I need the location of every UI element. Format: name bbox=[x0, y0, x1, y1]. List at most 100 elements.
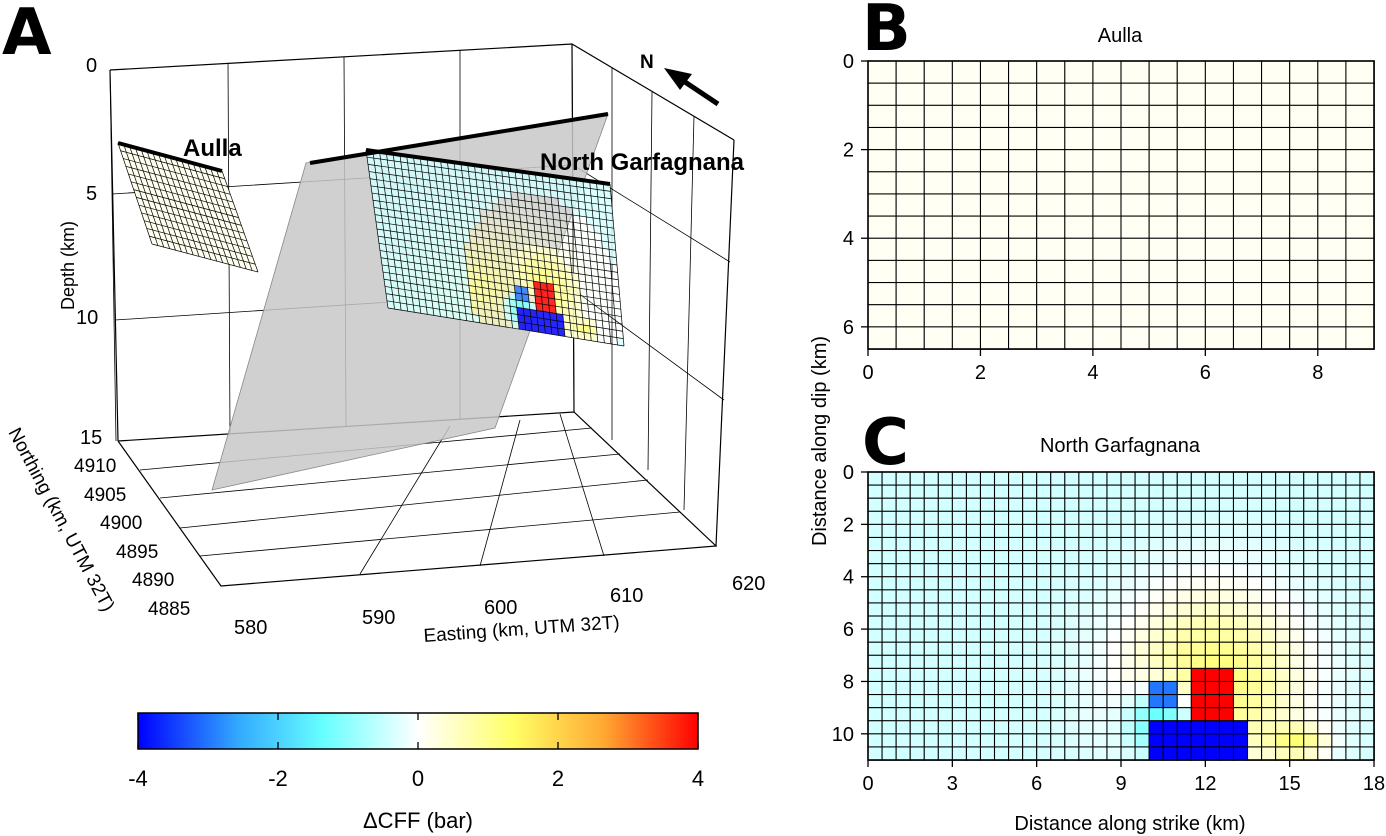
mesh-line bbox=[141, 212, 248, 242]
ng-fault-cell bbox=[524, 315, 532, 324]
ng-fault-cell bbox=[449, 175, 457, 185]
ng-fault-cell bbox=[381, 257, 389, 266]
ng-fault-cell bbox=[391, 287, 400, 296]
heatmap-cell bbox=[1204, 602, 1221, 617]
heatmap-cell bbox=[1162, 693, 1178, 709]
heatmap-cell bbox=[1289, 171, 1319, 195]
ng-fault-cell bbox=[427, 264, 435, 274]
heatmap-cell bbox=[1050, 589, 1066, 604]
heatmap-cell bbox=[937, 628, 954, 643]
heatmap-cell bbox=[1359, 549, 1375, 565]
heatmap-cell bbox=[1008, 680, 1024, 696]
heatmap-cell bbox=[993, 563, 1010, 578]
colorbar-tick-label: 2 bbox=[552, 766, 564, 791]
heatmap-cell bbox=[993, 680, 1010, 696]
mesh-line bbox=[198, 164, 235, 266]
heatmap-cell bbox=[1036, 589, 1052, 604]
ng-fault-cell bbox=[547, 290, 555, 299]
ng-fault-cell bbox=[564, 264, 572, 273]
heatmap-cell bbox=[1120, 484, 1136, 499]
heatmap-cell bbox=[1064, 654, 1080, 670]
mesh-line bbox=[204, 166, 241, 268]
heatmap-cell bbox=[881, 510, 897, 526]
heatmap-cell bbox=[1106, 693, 1122, 709]
ng-fault-cell bbox=[419, 306, 428, 315]
heatmap-cell bbox=[1176, 259, 1207, 284]
heatmap-cell bbox=[1246, 641, 1263, 657]
heatmap-cell bbox=[1303, 576, 1319, 591]
heatmap-cell bbox=[1190, 589, 1207, 604]
heatmap-cell bbox=[895, 304, 925, 328]
ng-fault-cell bbox=[491, 196, 499, 205]
heatmap-cell bbox=[1204, 281, 1235, 306]
heatmap-cell bbox=[1289, 549, 1305, 565]
heatmap-cell bbox=[1345, 215, 1375, 239]
heatmap-cell bbox=[1148, 746, 1164, 761]
heatmap-cell bbox=[867, 304, 897, 328]
heatmap-cell bbox=[993, 484, 1010, 499]
heatmap-cell bbox=[937, 720, 954, 735]
heatmap-cell bbox=[909, 497, 925, 513]
heatmap-cell bbox=[1162, 484, 1178, 499]
heatmap-cell bbox=[1275, 589, 1291, 604]
heatmap-cell bbox=[1232, 720, 1249, 735]
ng-fault-cell bbox=[392, 245, 400, 254]
heatmap-cell bbox=[895, 104, 925, 129]
ng-fault-cell bbox=[551, 269, 560, 278]
heatmap-cell bbox=[1345, 259, 1375, 284]
ng-fault-cell bbox=[529, 244, 537, 253]
heatmap-cell bbox=[1204, 615, 1221, 630]
heatmap-cell bbox=[1120, 746, 1136, 761]
heatmap-cell bbox=[1331, 733, 1347, 748]
mesh-line bbox=[376, 228, 618, 266]
heatmap-cell bbox=[1345, 536, 1361, 552]
northing-axis: 4910 4905 4900 4895 4890 4885 Northing (… bbox=[4, 424, 191, 620]
mesh-line bbox=[371, 192, 614, 229]
ng-fault-cell bbox=[387, 160, 396, 169]
heatmap-cell bbox=[1148, 680, 1164, 696]
heatmap-cell bbox=[1317, 563, 1333, 578]
ng-fault-cell bbox=[373, 158, 382, 167]
mesh-line bbox=[378, 243, 619, 281]
heatmap-cell bbox=[1345, 628, 1361, 643]
heatmap-cell bbox=[1162, 720, 1178, 735]
heatmap-cell bbox=[1176, 680, 1193, 696]
heatmap-cell bbox=[1176, 510, 1193, 526]
heatmap-cell bbox=[1078, 628, 1094, 643]
heatmap-cell bbox=[1303, 497, 1319, 513]
y-tick-label: 10 bbox=[832, 724, 854, 746]
heatmap-cell bbox=[1064, 707, 1080, 722]
ng-fault-cell bbox=[427, 165, 436, 174]
ng-fault-cell bbox=[538, 324, 546, 334]
heatmap-cell bbox=[1008, 104, 1038, 129]
ng-fault-cell bbox=[437, 294, 446, 304]
heatmap-cell bbox=[937, 549, 954, 565]
heatmap-cell bbox=[1050, 563, 1066, 578]
heatmap-cell bbox=[1078, 536, 1094, 552]
heatmap-cell bbox=[979, 259, 1010, 284]
heatmap-cell bbox=[1261, 602, 1277, 617]
heatmap-cell bbox=[965, 720, 982, 735]
ng-fault-cell bbox=[515, 178, 524, 187]
heatmap-cell bbox=[1064, 281, 1094, 306]
heatmap-cell bbox=[1106, 641, 1122, 657]
heatmap-cell bbox=[1204, 654, 1221, 670]
heatmap-cell bbox=[1176, 60, 1207, 84]
heatmap-cell bbox=[1232, 510, 1249, 526]
ng-fault-cell bbox=[450, 296, 459, 306]
heatmap-cell bbox=[1204, 104, 1235, 129]
heatmap-cell bbox=[1120, 126, 1150, 151]
heatmap-cell bbox=[1134, 549, 1150, 565]
heatmap-cell bbox=[1190, 628, 1207, 643]
heatmap-cell bbox=[1162, 680, 1178, 696]
heatmap-cell bbox=[1359, 641, 1375, 657]
ng-fault-cell bbox=[550, 319, 558, 329]
heatmap-cell bbox=[1092, 281, 1122, 306]
ng-fault-cell bbox=[419, 207, 428, 216]
ng-fault-cell bbox=[444, 295, 452, 305]
ng-fault-cell bbox=[369, 171, 377, 180]
heatmap-cell bbox=[1008, 193, 1038, 217]
ng-fault-cell bbox=[444, 189, 452, 198]
ng-fault-cell bbox=[536, 310, 544, 319]
ng-fault-cell bbox=[417, 291, 426, 300]
